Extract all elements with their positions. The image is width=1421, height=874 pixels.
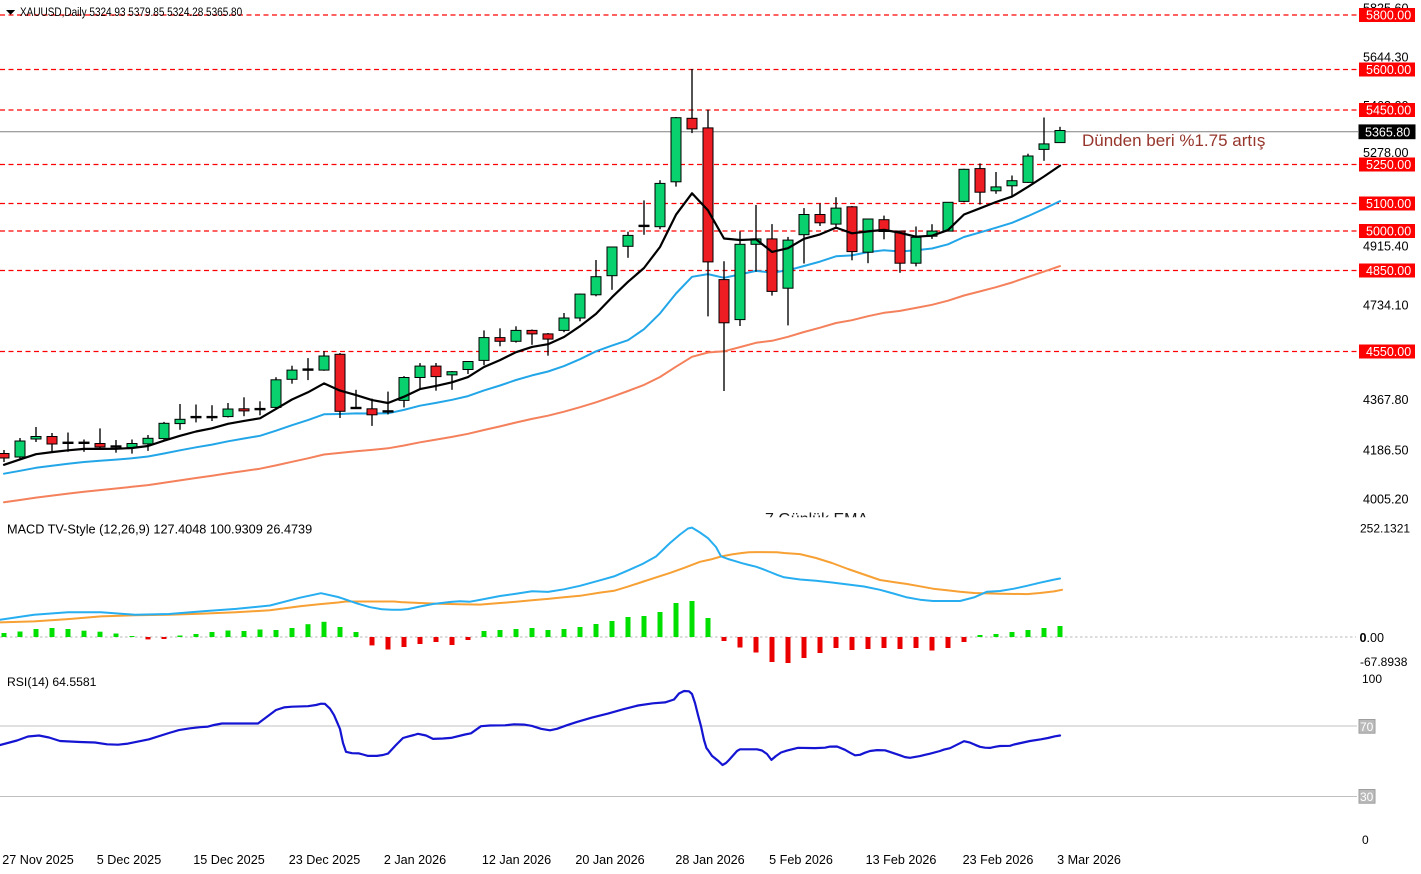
svg-text:4005.20: 4005.20 [1363, 493, 1409, 507]
svg-text:20 Jan 2026: 20 Jan 2026 [575, 853, 644, 867]
svg-text:252.1321: 252.1321 [1360, 522, 1410, 536]
svg-text:0.00: 0.00 [1360, 631, 1385, 645]
svg-text:23 Dec 2025: 23 Dec 2025 [289, 853, 360, 867]
svg-text:5800.00: 5800.00 [1366, 9, 1411, 23]
svg-text:XAUUSD,Daily 5324.93 5379.85: XAUUSD,Daily 5324.93 5379.85 5324.28 536… [20, 6, 242, 19]
svg-text:100: 100 [1362, 672, 1382, 686]
svg-text:Dünden beri %1.75 artış: Dünden beri %1.75 artış [1082, 131, 1265, 150]
svg-text:28 Jan 2026: 28 Jan 2026 [675, 853, 744, 867]
svg-text:27 Nov 2025: 27 Nov 2025 [2, 853, 73, 867]
svg-text:5 Dec 2025: 5 Dec 2025 [97, 853, 161, 867]
svg-text:4915.40: 4915.40 [1363, 240, 1409, 254]
svg-text:5365.80: 5365.80 [1365, 125, 1410, 139]
svg-text:RSI(14) 64.5581: RSI(14) 64.5581 [7, 675, 97, 689]
svg-text:5644.30: 5644.30 [1363, 51, 1409, 65]
svg-text:-67.8938: -67.8938 [1360, 655, 1408, 669]
svg-text:13 Feb 2026: 13 Feb 2026 [866, 853, 937, 867]
svg-text:3 Mar 2026: 3 Mar 2026 [1057, 853, 1121, 867]
svg-text:4550.00: 4550.00 [1366, 345, 1411, 359]
svg-text:5 Feb 2026: 5 Feb 2026 [769, 853, 833, 867]
svg-text:70: 70 [1360, 720, 1374, 734]
svg-text:7 Günlük EMA: 7 Günlük EMA [765, 511, 868, 528]
svg-text:5100.00: 5100.00 [1366, 197, 1411, 211]
svg-text:2 Jan 2026: 2 Jan 2026 [384, 853, 446, 867]
svg-text:4850.00: 4850.00 [1366, 264, 1411, 278]
svg-text:5450.00: 5450.00 [1366, 104, 1411, 118]
svg-text:5250.00: 5250.00 [1366, 158, 1411, 172]
svg-text:15 Dec 2025: 15 Dec 2025 [193, 853, 264, 867]
svg-text:4734.10: 4734.10 [1363, 299, 1409, 313]
svg-text:30: 30 [1360, 790, 1374, 804]
svg-text:23 Feb 2026: 23 Feb 2026 [963, 853, 1034, 867]
svg-text:12 Jan 2026: 12 Jan 2026 [482, 853, 551, 867]
svg-text:5000.00: 5000.00 [1366, 225, 1411, 239]
svg-text:0: 0 [1362, 833, 1369, 847]
svg-text:4186.50: 4186.50 [1363, 443, 1409, 457]
svg-text:MACD TV-Style (12,26,9) 127.40: MACD TV-Style (12,26,9) 127.4048 100.930… [7, 523, 312, 537]
svg-text:5278.00: 5278.00 [1363, 146, 1409, 160]
svg-text:4367.80: 4367.80 [1363, 393, 1409, 407]
svg-text:5600.00: 5600.00 [1366, 63, 1411, 77]
